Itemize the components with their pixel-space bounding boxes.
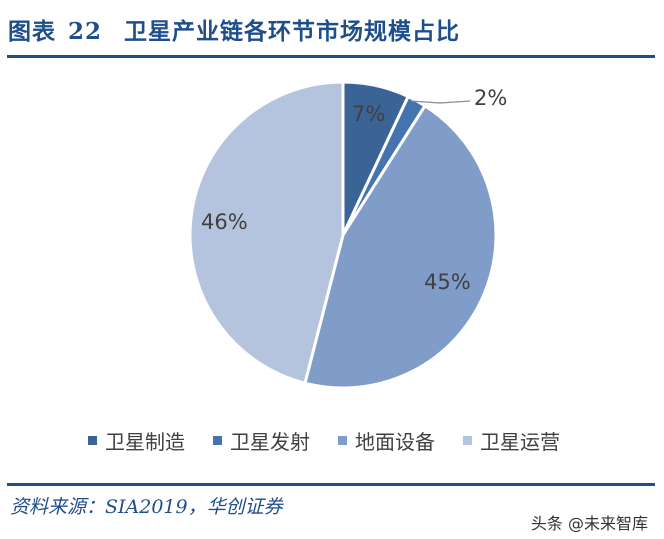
legend-item-manufacturing: 卫星制造 bbox=[88, 426, 185, 455]
legend-label: 卫星运营 bbox=[480, 430, 560, 454]
pie-chart bbox=[188, 80, 498, 390]
figure-title: 图表 22 卫星产业链各环节市场规模占比 bbox=[8, 12, 460, 46]
slice-label-manufacturing: 7% bbox=[352, 102, 386, 126]
legend-item-operations: 卫星运营 bbox=[463, 426, 560, 455]
legend-swatch bbox=[213, 436, 222, 445]
top-divider bbox=[7, 55, 655, 58]
legend-label: 地面设备 bbox=[355, 430, 435, 454]
legend-swatch bbox=[463, 436, 472, 445]
slice-label-ground-equipment: 45% bbox=[424, 270, 471, 294]
source-note: 资料来源：SIA2019，华创证券 bbox=[10, 496, 283, 518]
legend: 卫星制造 卫星发射 地面设备 卫星运营 bbox=[88, 426, 560, 455]
watermark: 头条 @未来智库 bbox=[530, 514, 648, 533]
slice-label-launch: 2% bbox=[474, 86, 508, 110]
bottom-divider bbox=[7, 483, 655, 486]
legend-item-ground-equipment: 地面设备 bbox=[338, 426, 435, 455]
legend-item-launch: 卫星发射 bbox=[213, 426, 310, 455]
chart-title: 卫星产业链各环节市场规模占比 bbox=[124, 18, 461, 45]
legend-label: 卫星制造 bbox=[105, 430, 185, 454]
legend-swatch bbox=[88, 436, 97, 445]
legend-label: 卫星发射 bbox=[230, 430, 310, 454]
pie-slice-3 bbox=[188, 80, 345, 385]
figure-label: 图表 bbox=[8, 18, 56, 45]
pie-slice-2 bbox=[303, 104, 498, 390]
leader-line bbox=[409, 100, 471, 104]
legend-swatch bbox=[338, 436, 347, 445]
slice-label-operations: 46% bbox=[201, 210, 248, 234]
figure-number: 22 bbox=[68, 18, 103, 45]
